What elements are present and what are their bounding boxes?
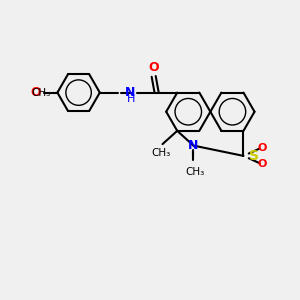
Text: N: N <box>188 139 199 152</box>
Text: O: O <box>258 142 267 153</box>
Text: CH₃: CH₃ <box>185 167 205 177</box>
Text: H: H <box>127 94 135 104</box>
Text: CH₃: CH₃ <box>152 148 171 158</box>
Text: CH₃: CH₃ <box>31 88 50 98</box>
Text: S: S <box>249 149 259 163</box>
Text: O: O <box>31 86 41 99</box>
Text: O: O <box>148 61 159 74</box>
Text: N: N <box>125 86 135 99</box>
Text: O: O <box>258 159 267 169</box>
